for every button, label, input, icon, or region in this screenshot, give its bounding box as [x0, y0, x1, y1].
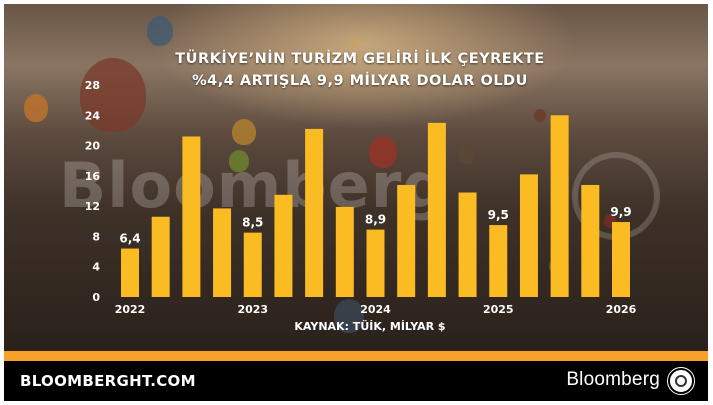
y-tick-label: 20 — [85, 140, 101, 153]
footer-site-link[interactable]: BLOOMBERGHT.COM — [20, 372, 196, 390]
bar — [182, 136, 201, 297]
chart-title-line-1: TÜRKİYE’NİN TURİZM GELİRİ İLK ÇEYREKTE — [175, 51, 545, 67]
bar — [213, 208, 232, 297]
balloon-decoration — [334, 299, 364, 333]
bar-series — [121, 115, 630, 298]
y-tick-label: 0 — [92, 291, 100, 304]
x-axis: 2022 2023 2024 2025 2026 — [115, 303, 637, 316]
balloon-decoration — [232, 119, 256, 145]
bar — [427, 122, 446, 297]
balloon-decoration — [534, 109, 546, 122]
bar — [243, 232, 262, 297]
balloon-decoration — [369, 136, 397, 168]
y-tick-label: 16 — [85, 170, 101, 183]
balloon-decoration — [147, 16, 173, 46]
bar — [151, 216, 170, 297]
bar — [612, 222, 630, 297]
balloon-decoration — [349, 36, 359, 48]
bar — [519, 174, 538, 297]
bar — [397, 184, 416, 297]
balloon-decoration — [80, 58, 146, 132]
data-labels: 6,4 8,5 8,9 9,5 9,9 — [119, 205, 631, 246]
accent-stripe — [4, 351, 708, 361]
bloomberg-logo: Bloomberg — [566, 369, 660, 390]
y-tick-label: 4 — [92, 261, 100, 274]
y-tick-label: 28 — [85, 79, 100, 92]
y-axis: 0 4 8 12 16 20 24 28 — [85, 79, 101, 304]
data-label: 9,9 — [610, 205, 631, 219]
x-tick-label: 2022 — [115, 303, 146, 316]
bar — [489, 225, 508, 297]
footer-bar: BLOOMBERGHT.COM Bloomberg — [4, 361, 708, 401]
balloon-decoration — [24, 94, 48, 122]
chart-title-line-2: %4,4 ARTIŞLA 9,9 MİLYAR DOLAR OLDU — [192, 73, 528, 89]
bloomberg-watermark: Bloomberg — [59, 149, 448, 222]
chart-title: TÜRKİYE’NİN TURİZM GELİRİ İLK ÇEYREKTE %… — [150, 48, 570, 92]
balloon-decoration — [229, 150, 249, 172]
bar — [366, 229, 385, 297]
x-tick-label: 2025 — [483, 303, 514, 316]
bar — [458, 192, 477, 297]
data-label: 8,9 — [365, 213, 386, 227]
bloomberg-seal-icon — [667, 367, 695, 395]
data-label: 6,4 — [119, 232, 140, 246]
x-tick-label: 2024 — [360, 303, 391, 316]
y-tick-label: 12 — [85, 200, 100, 213]
bar — [305, 128, 324, 297]
bar — [550, 115, 569, 298]
bar — [581, 184, 600, 297]
bar — [274, 194, 293, 297]
balloon-decoration — [459, 146, 475, 164]
bar — [121, 248, 139, 297]
data-label: 8,5 — [242, 216, 263, 230]
data-label: 9,5 — [488, 208, 509, 222]
y-tick-label: 8 — [92, 230, 100, 243]
y-tick-label: 24 — [85, 109, 101, 122]
source-note: KAYNAK: TÜİK, MİLYAR $ — [294, 319, 445, 333]
x-tick-label: 2023 — [237, 303, 268, 316]
bar — [335, 206, 354, 297]
x-tick-label: 2026 — [606, 303, 637, 316]
